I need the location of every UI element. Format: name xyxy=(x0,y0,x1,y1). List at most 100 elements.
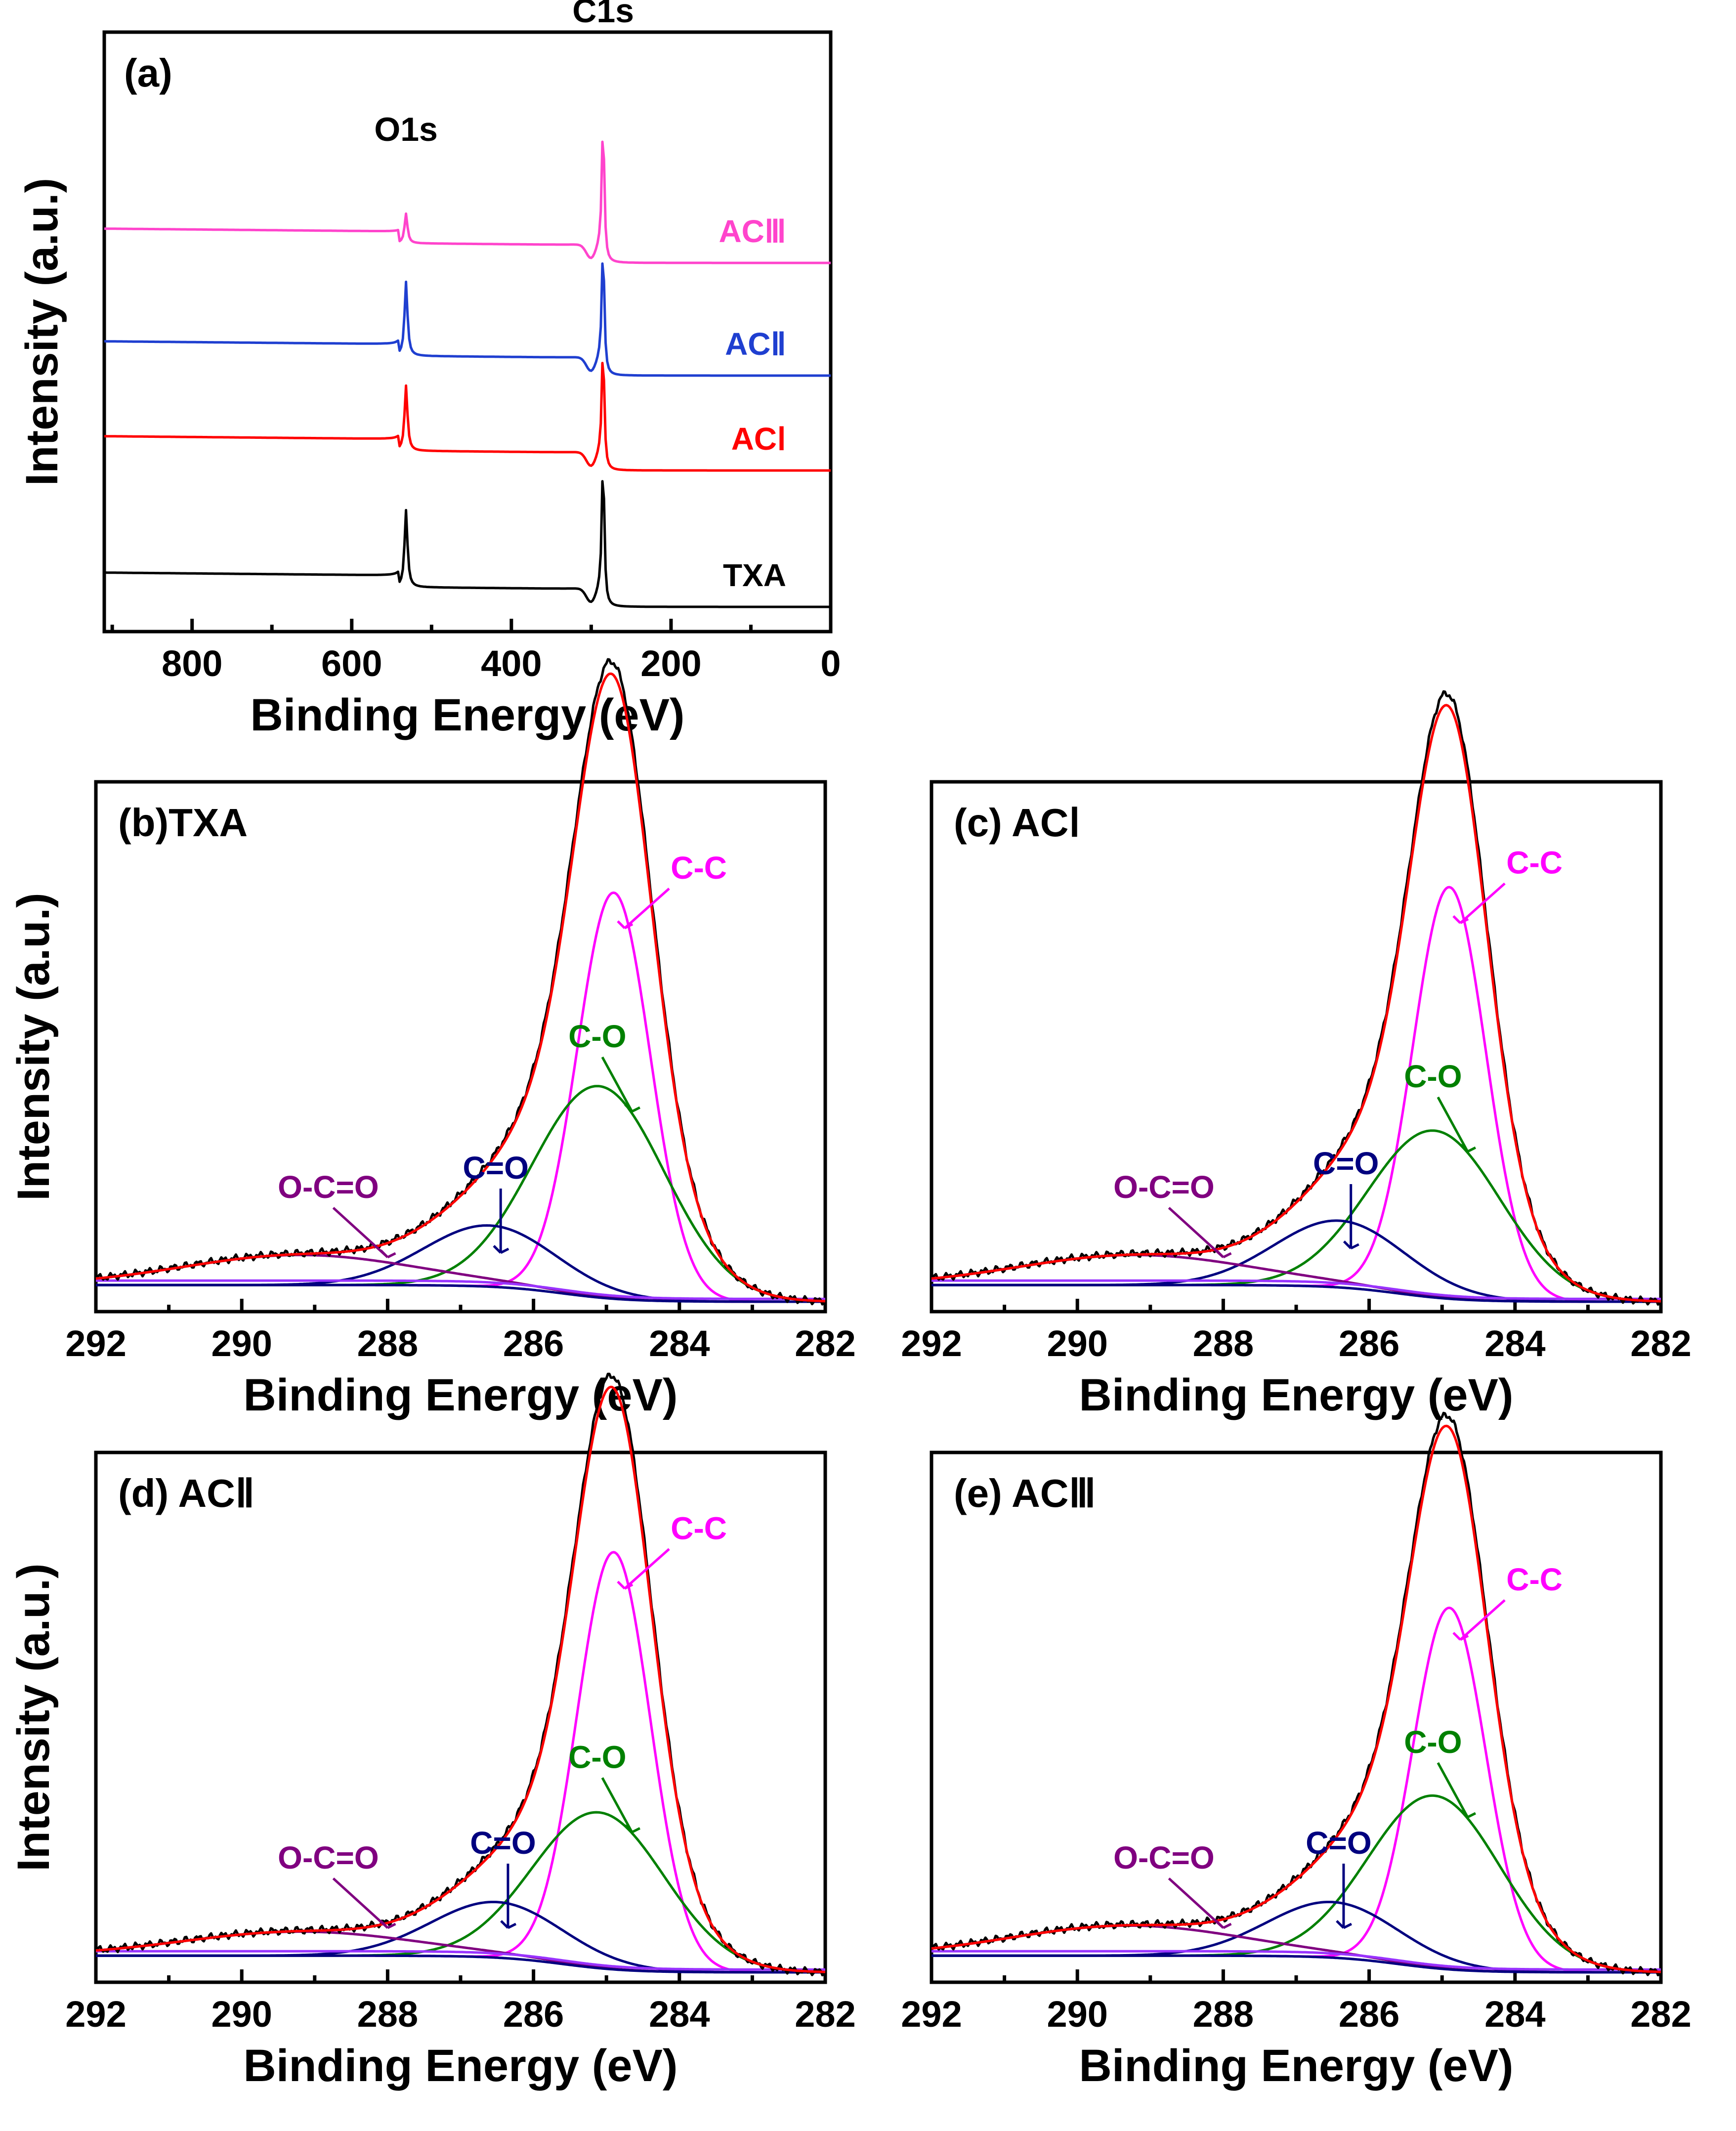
component-label: C=O xyxy=(1313,1146,1379,1181)
label-arrow xyxy=(332,1877,389,1929)
x-axis-label: Binding Energy (eV) xyxy=(243,2041,677,2091)
x-axis-label: Binding Energy (eV) xyxy=(250,690,684,740)
peak-label: C1s xyxy=(572,0,634,30)
label-arrow xyxy=(601,1056,634,1112)
x-tick-label: 286 xyxy=(1339,1323,1399,1364)
x-tick-label: 290 xyxy=(1047,1323,1107,1364)
label-arrow xyxy=(332,1207,389,1258)
label-arrow xyxy=(1168,1877,1225,1929)
x-tick-label: 292 xyxy=(65,1994,126,2035)
background-curve xyxy=(96,1283,825,1303)
background-curve-alt xyxy=(96,1279,825,1300)
series-label: ACⅢ xyxy=(719,213,786,249)
x-tick-label: 292 xyxy=(65,1323,126,1364)
fit-envelope xyxy=(931,704,1661,1303)
x-tick-label: 290 xyxy=(211,1994,272,2035)
component-curve-c-o xyxy=(932,1129,1661,1303)
fit-envelope xyxy=(95,1385,825,1973)
x-tick-label: 286 xyxy=(503,1323,564,1364)
panel-label: (d) ACⅡ xyxy=(118,1471,254,1515)
x-tick-label: 284 xyxy=(1484,1323,1545,1364)
background-curve-alt xyxy=(96,1950,825,1971)
label-arrow xyxy=(1437,1762,1469,1818)
arrow-head xyxy=(1343,1240,1359,1250)
panel-c: 292 290 288 286 284 282 Binding Energy (eV) (c)… xyxy=(901,690,1692,1420)
background-curve xyxy=(932,1283,1661,1303)
component-label: C-O xyxy=(568,1019,626,1054)
arrow-head xyxy=(380,1920,396,1929)
component-curve-c-c xyxy=(932,886,1661,1303)
panel-a: 800 600 400 200 0 Binding Energy (eV) Intensit… xyxy=(17,0,841,740)
x-axis-label: Binding Energy (eV) xyxy=(1079,1370,1513,1420)
x-tick-label: 200 xyxy=(640,643,701,684)
raw-spectrum xyxy=(95,1372,827,1977)
plot-frame xyxy=(102,30,833,634)
raw-spectrum xyxy=(95,658,827,1306)
label-arrow xyxy=(624,1548,670,1590)
label-arrow xyxy=(601,1777,634,1833)
x-tick-label: 282 xyxy=(1630,1323,1691,1364)
arrow-head xyxy=(1460,1809,1476,1819)
component-label: C-C xyxy=(1506,1562,1563,1597)
x-tick-label: 284 xyxy=(1484,1994,1545,2035)
series-label: ACⅠ xyxy=(731,421,786,457)
component-label: C-O xyxy=(568,1739,626,1775)
component-label: O-C=O xyxy=(1113,1169,1214,1205)
arrow-head xyxy=(1452,1632,1469,1641)
label-arrow xyxy=(624,888,670,929)
arrow-head xyxy=(1336,1920,1353,1929)
x-tick-label: 292 xyxy=(901,1994,962,2035)
y-axis-label: Intensity (a.u.) xyxy=(8,893,59,1201)
plot-frame xyxy=(930,1450,1663,1984)
x-tick-label: 288 xyxy=(1193,1323,1254,1364)
background-curve xyxy=(96,1954,825,1974)
survey-trace-3 xyxy=(104,140,831,264)
survey-trace-0 xyxy=(104,480,831,608)
arrow-head xyxy=(1452,915,1469,924)
x-tick-label: 286 xyxy=(503,1994,564,2035)
x-tick-label: 282 xyxy=(795,1994,855,2035)
x-tick-label: 284 xyxy=(649,1994,710,2035)
series-label: ACⅡ xyxy=(725,326,786,362)
component-label: C-C xyxy=(671,850,727,886)
panel-label: (a) xyxy=(124,51,172,95)
x-tick-label: 282 xyxy=(1630,1994,1691,2035)
component-label: O-C=O xyxy=(278,1840,379,1875)
arrow-head xyxy=(624,1824,640,1833)
background-curve-alt xyxy=(932,1279,1661,1300)
label-arrow xyxy=(1459,1599,1506,1641)
label-arrow xyxy=(1459,882,1506,924)
x-tick-label: 288 xyxy=(1193,1994,1254,2035)
panel-label: (c) ACⅠ xyxy=(954,801,1080,845)
x-tick-label: 288 xyxy=(357,1994,418,2035)
component-label: C-C xyxy=(671,1510,727,1546)
panel-b: 292 290 288 286 284 282 Binding Energy (eV) Int… xyxy=(8,658,856,1420)
component-label: C-O xyxy=(1404,1059,1462,1094)
x-tick-label: 284 xyxy=(649,1323,710,1364)
arrow-head xyxy=(617,1580,634,1590)
fit-envelope xyxy=(95,672,826,1303)
survey-trace-1 xyxy=(104,362,831,472)
panel-label: (b)TXA xyxy=(118,801,248,845)
component-label: C=O xyxy=(1306,1825,1371,1861)
x-tick-label: 800 xyxy=(162,643,222,684)
label-arrow xyxy=(1168,1207,1225,1258)
x-tick-label: 288 xyxy=(357,1323,418,1364)
panel-label: (e) ACⅢ xyxy=(954,1471,1096,1515)
label-arrow xyxy=(1437,1096,1469,1152)
peak-label: O1s xyxy=(374,111,438,148)
arrow-head xyxy=(1215,1920,1232,1929)
x-tick-label: 286 xyxy=(1339,1994,1399,2035)
x-tick-label: 0 xyxy=(820,643,841,684)
fit-envelope xyxy=(931,1424,1661,1973)
background-curve xyxy=(932,1954,1661,1974)
survey-trace-2 xyxy=(104,262,831,377)
component-label: O-C=O xyxy=(1113,1840,1214,1875)
arrow-head xyxy=(1460,1144,1476,1153)
component-curve-c-c xyxy=(96,891,825,1303)
arrow-head xyxy=(624,1104,640,1113)
x-axis-label: Binding Energy (eV) xyxy=(1079,2041,1513,2091)
x-tick-label: 290 xyxy=(1047,1994,1107,2035)
component-label: C=O xyxy=(470,1825,536,1861)
